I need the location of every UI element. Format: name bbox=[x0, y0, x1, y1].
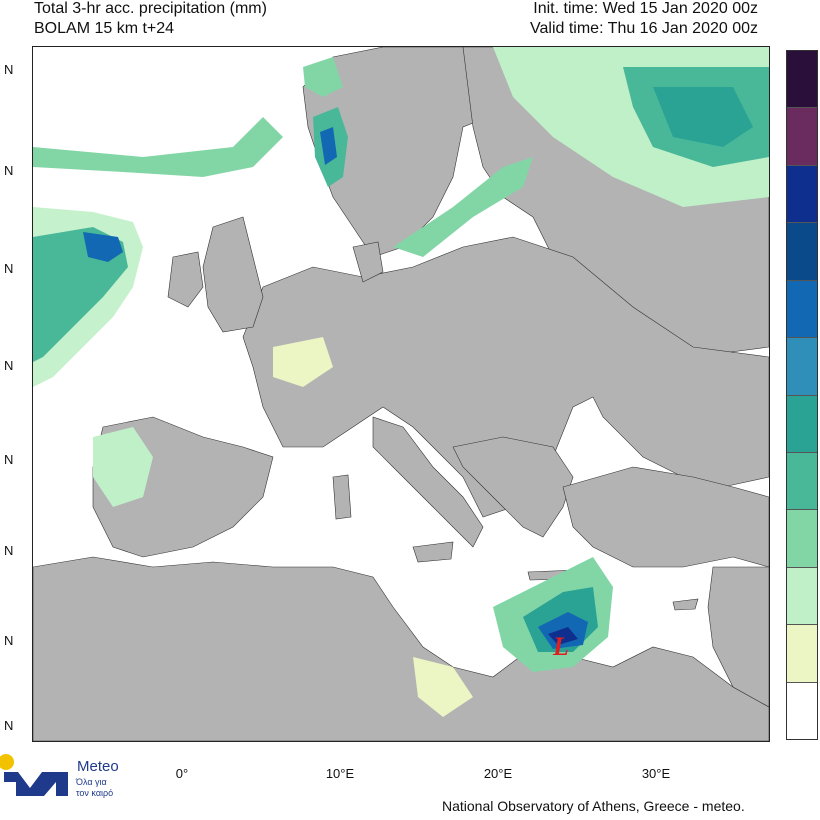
colorbar-swatch bbox=[787, 165, 817, 224]
meteo-logo-icon bbox=[0, 754, 68, 796]
land-ireland bbox=[167, 251, 204, 308]
colorbar-swatch bbox=[787, 338, 817, 396]
lon-label: 30°E bbox=[641, 766, 671, 781]
precip-alps bbox=[273, 337, 333, 387]
precipitation-colorbar bbox=[786, 50, 818, 740]
lat-tick: N bbox=[4, 543, 14, 558]
precip-baltic-band bbox=[393, 157, 533, 257]
lon-label: 10°E bbox=[325, 766, 355, 781]
lat-tick: N bbox=[4, 452, 14, 467]
colorbar-swatch bbox=[787, 223, 817, 281]
precip-mediterranean-dark bbox=[548, 627, 578, 645]
lat-tick: N bbox=[4, 718, 14, 733]
map-title: Total 3-hr acc. precipitation (mm) bbox=[34, 0, 267, 17]
land-sardinia bbox=[332, 474, 352, 520]
colorbar-swatch bbox=[787, 108, 817, 166]
land-balkans bbox=[452, 436, 574, 538]
low-pressure-marker: L bbox=[552, 632, 569, 661]
lat-tick: N bbox=[4, 163, 14, 178]
colorbar-swatch bbox=[787, 625, 817, 683]
precip-norway-core bbox=[320, 127, 337, 165]
precipitation-map: L bbox=[32, 46, 770, 742]
land-north-africa bbox=[33, 556, 769, 741]
colorbar-swatch bbox=[787, 567, 817, 626]
model-label: BOLAM 15 km t+24 bbox=[34, 20, 175, 37]
lon-label: 20°E bbox=[483, 766, 513, 781]
land-sicily bbox=[412, 541, 454, 563]
logo-tagline-line1: Όλα για bbox=[76, 777, 107, 787]
colorbar-swatch bbox=[787, 395, 817, 453]
colorbar-swatch bbox=[787, 682, 817, 740]
precip-atlantic-band bbox=[33, 117, 283, 177]
land-uk bbox=[202, 216, 264, 333]
colorbar-swatch bbox=[787, 51, 817, 109]
lon-label: 0° bbox=[175, 766, 189, 781]
lat-tick: N bbox=[4, 358, 14, 373]
precip-northsea-band bbox=[303, 57, 343, 97]
init-time: Init. time: Wed 15 Jan 2020 00z bbox=[533, 0, 758, 17]
lat-tick: N bbox=[4, 261, 14, 276]
logo-wordmark: Meteo bbox=[77, 758, 119, 775]
colorbar-swatch bbox=[787, 452, 817, 511]
land-central-europe bbox=[242, 236, 769, 518]
lat-tick: N bbox=[4, 62, 14, 77]
precip-northeast-core bbox=[653, 87, 753, 147]
footer-credit: National Observatory of Athens, Greece -… bbox=[442, 798, 745, 814]
precip-atlantic-core bbox=[83, 232, 123, 262]
land-denmark bbox=[352, 241, 384, 283]
colorbar-swatch bbox=[787, 510, 817, 568]
land-cyprus bbox=[672, 598, 699, 611]
land-levant bbox=[707, 566, 769, 708]
precip-libya-coast bbox=[413, 657, 473, 717]
land-turkey bbox=[562, 466, 769, 568]
map-svg: L bbox=[33, 47, 769, 741]
colorbar-swatch bbox=[787, 280, 817, 339]
lat-tick: N bbox=[4, 633, 14, 648]
precip-iberia bbox=[93, 427, 153, 507]
land-italy bbox=[372, 416, 484, 548]
logo-tagline-line2: τον καιρό bbox=[76, 788, 114, 798]
valid-time: Valid time: Thu 16 Jan 2020 00z bbox=[530, 20, 758, 37]
